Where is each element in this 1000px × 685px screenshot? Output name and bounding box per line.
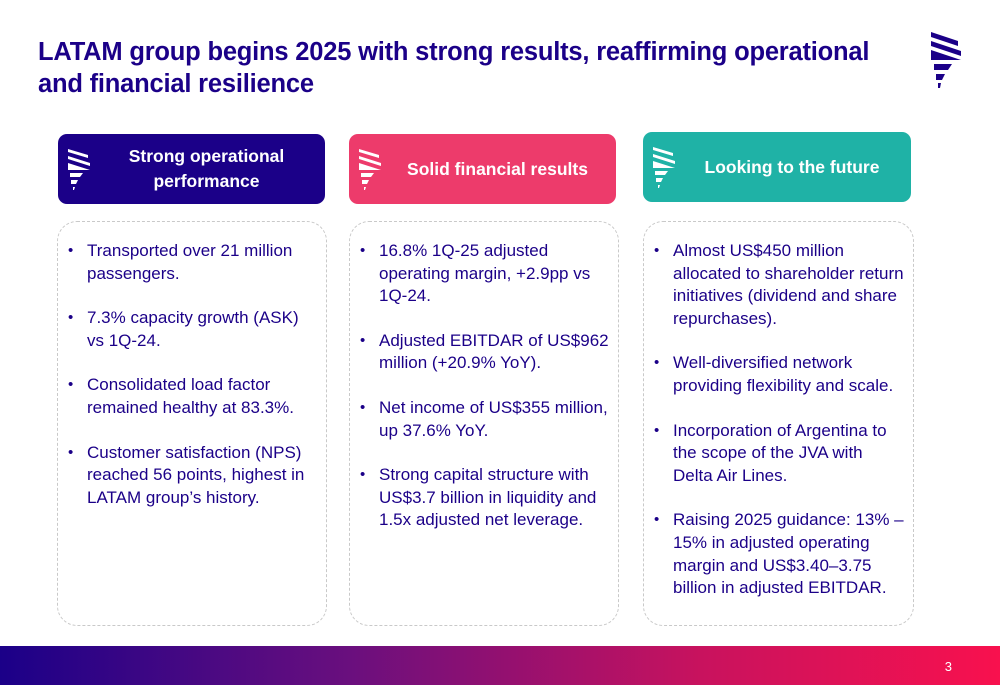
header-label: Looking to the future (704, 156, 880, 177)
bullet-icon: • (360, 398, 366, 416)
list-item-text: Incorporation of Argentina to the scope … (673, 420, 887, 485)
bullet-icon: • (68, 443, 74, 461)
card-looking-to-future: • Almost US$450 million allocated to shar… (643, 221, 914, 626)
slide-title: LATAM group begins 2025 with strong resu… (38, 38, 870, 98)
header-operational-performance: Strong operational performance (58, 134, 325, 204)
list-item: • Customer satisfaction (NPS) reached 56 … (66, 442, 318, 510)
card-financial-results: • 16.8% 1Q-25 adjusted operating margin, … (349, 221, 619, 626)
list-item: • Transported over 21 million passengers. (66, 240, 318, 285)
latam-logo-icon (68, 149, 90, 190)
bullet-list: • Transported over 21 million passengers.… (66, 240, 318, 531)
list-item: • Well-diversified network providing flex… (652, 352, 905, 397)
list-item-text: Transported over 21 million passengers. (87, 241, 293, 283)
list-item: • Net income of US$355 million, up 37.6% … (358, 397, 610, 442)
bullet-list: • Almost US$450 million allocated to shar… (652, 240, 905, 622)
list-item: • Strong capital structure with US$3.7 bi… (358, 464, 610, 532)
bullet-icon: • (654, 511, 660, 529)
list-item-text: 16.8% 1Q-25 adjusted operating margin, +… (379, 241, 591, 306)
header-financial-results: Solid financial results (349, 134, 616, 204)
list-item-text: Almost US$450 million allocated to share… (673, 241, 904, 328)
page-number: 3 (944, 659, 952, 674)
bullet-list: • 16.8% 1Q-25 adjusted operating margin, … (358, 240, 610, 554)
list-item: • 7.3% capacity growth (ASK) vs 1Q-24. (66, 307, 318, 352)
list-item-text: Consolidated load factor remained health… (87, 375, 294, 417)
footer-bar: 3 (0, 646, 1000, 685)
list-item: • Almost US$450 million allocated to shar… (652, 240, 905, 330)
bullet-icon: • (68, 376, 74, 394)
bullet-icon: • (68, 242, 74, 259)
list-item-text: 7.3% capacity growth (ASK) vs 1Q-24. (87, 308, 299, 350)
bullet-icon: • (360, 466, 366, 484)
bullet-icon: • (654, 421, 660, 439)
list-item: • Raising 2025 guidance: 13% – 15% in adj… (652, 509, 905, 599)
bullet-icon: • (654, 354, 660, 372)
latam-logo-icon (653, 147, 675, 188)
latam-logo-icon (359, 149, 381, 190)
bullet-icon: • (68, 309, 74, 327)
list-item-text: Raising 2025 guidance: 13% – 15% in adju… (673, 510, 904, 598)
list-item: • 16.8% 1Q-25 adjusted operating margin, … (358, 240, 610, 308)
list-item: • Consolidated load factor remained healt… (66, 374, 318, 419)
list-item-text: Well-diversified network providing flexi… (673, 353, 894, 395)
header-label: Solid financial results (407, 158, 588, 179)
list-item-text: Adjusted EBITDAR of US$962 million (+20.… (379, 330, 609, 373)
list-item-text: Customer satisfaction (NPS) reached 56 p… (87, 442, 305, 507)
list-item-text: Strong capital structure with US$3.7 bil… (379, 465, 597, 530)
list-item: • Incorporation of Argentina to the scope… (652, 420, 905, 488)
bullet-icon: • (360, 331, 366, 349)
card-operational-performance: • Transported over 21 million passengers.… (57, 221, 327, 626)
latam-logo-icon (931, 32, 961, 88)
header-label: Strong operational performance (128, 146, 285, 191)
bullet-icon: • (654, 242, 660, 259)
list-item-text: Net income of US$355 million, up 37.6% Y… (379, 397, 608, 440)
bullet-icon: • (360, 242, 366, 259)
list-item: • Adjusted EBITDAR of US$962 million (+20… (358, 330, 610, 375)
header-looking-to-future: Looking to the future (643, 132, 911, 202)
